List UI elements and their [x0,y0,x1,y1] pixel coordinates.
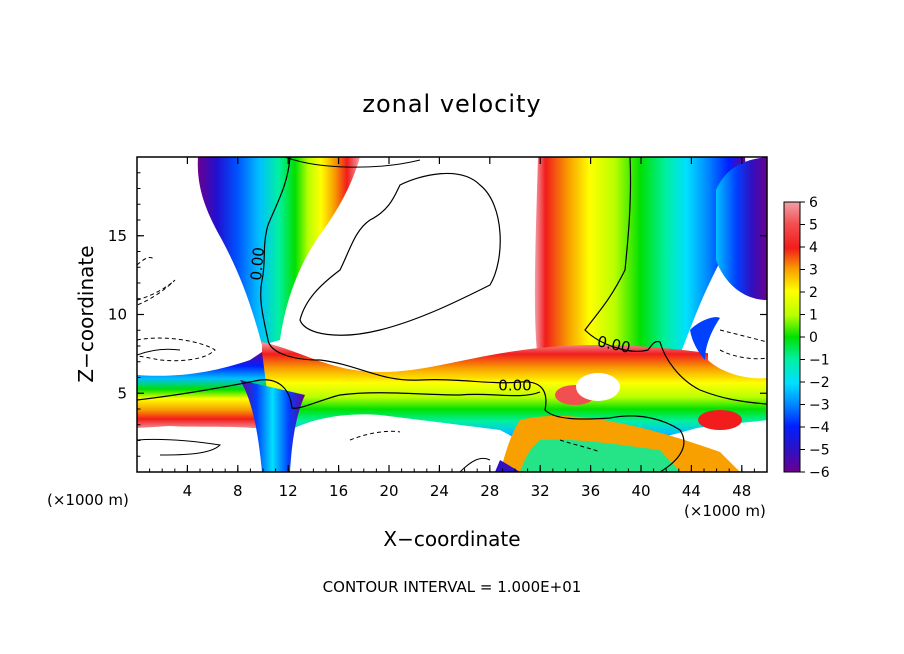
contour-label: 0.00 [247,246,268,281]
colorbar-tick-label: −5 [809,443,830,459]
x-tick-label: 28 [480,482,499,500]
x-unit-label-right: (×1000 m) [684,502,766,520]
x-tick-label: 40 [631,482,650,500]
x-tick-label: 36 [581,482,600,500]
x-axis-label: X−coordinate [383,527,520,551]
x-unit-label-left: (×1000 m) [47,491,129,509]
colorbar-tick-label: 5 [809,218,818,234]
colorbar-tick-label: 3 [809,263,818,279]
y-tick-label: 15 [108,227,127,245]
x-axis: 4 8 12 16 20 24 28 32 36 40 44 48 [136,157,768,500]
colorbar-tick-label: −3 [809,398,830,414]
y-tick-label: 10 [108,306,127,324]
x-tick-label: 12 [279,482,298,500]
velocity-field [137,157,767,472]
chart-title: zonal velocity [362,90,541,118]
y-axis: 5 10 15 [108,156,767,473]
x-tick-label: 20 [379,482,398,500]
colorbar-tick-label: −6 [809,465,830,481]
colorbar-tick-label: 0 [809,330,818,346]
x-tick-label: 8 [233,482,243,500]
colorbar: 6 5 4 3 2 1 0 −1 −2 −3 −4 −5 −6 [783,195,830,481]
contour-lines [137,157,767,472]
colorbar-ticks: 6 5 4 3 2 1 0 −1 −2 −3 −4 −5 −6 [800,195,830,481]
x-tick-label: 24 [430,482,449,500]
colorbar-gradient [783,201,801,473]
colorbar-tick-label: −1 [809,353,830,369]
colorbar-tick-label: 4 [809,240,818,256]
colorbar-tick-label: 2 [809,285,818,301]
y-axis-label: Z−coordinate [74,245,98,382]
colorbar-tick-label: −2 [809,375,830,391]
colorbar-tick-label: −4 [809,420,830,436]
contour-lines-dashed [137,257,767,453]
contour-interval-note: CONTOUR INTERVAL = 1.000E+01 [323,578,582,596]
contour-label-text: 0.00 [247,246,268,281]
colorbar-tick-label: 1 [809,308,818,324]
colorbar-tick-label: 6 [809,195,818,211]
x-tick-label: 48 [732,482,751,500]
x-tick-label: 4 [183,482,193,500]
contour-label: 0.00 [498,377,531,395]
y-tick-label: 5 [117,384,127,402]
x-tick-label: 16 [329,482,348,500]
x-tick-label: 32 [531,482,550,500]
x-tick-label: 44 [682,482,701,500]
contour-label-text: 0.00 [498,377,531,395]
